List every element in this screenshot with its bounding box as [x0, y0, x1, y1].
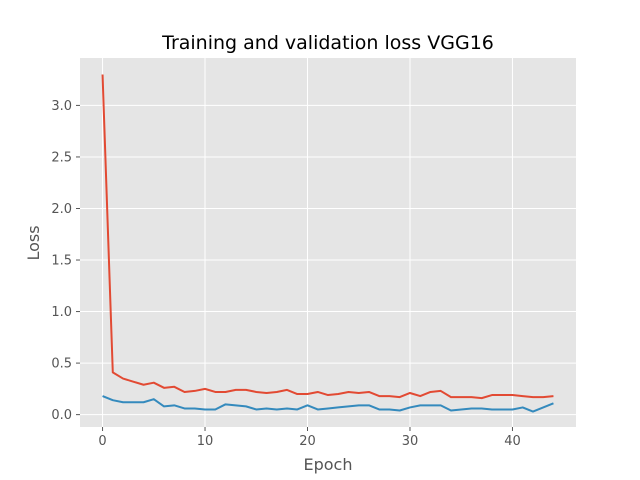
series-line-blue: [102, 395, 554, 413]
ticks: 0 10 20 30 40 0.0 0.5 1.0 1.5 2.0 2.5 3.0: [51, 99, 520, 449]
x-tick-label: 30: [402, 434, 419, 449]
plot-background: [80, 58, 576, 427]
y-tick-label: 0.0: [51, 408, 72, 423]
x-tick-label: 0: [98, 434, 106, 449]
y-tick-label: 1.5: [51, 254, 72, 269]
x-tick-label: 40: [504, 434, 521, 449]
y-tick-label: 0.5: [51, 357, 72, 372]
y-tick-label: 1.0: [51, 305, 72, 320]
y-tick-label: 2.5: [51, 150, 72, 165]
x-tick-label: 20: [299, 434, 316, 449]
chart-title: Training and validation loss VGG16: [161, 32, 494, 54]
y-tick-label: 2.0: [51, 202, 72, 217]
x-tick-label: 10: [197, 434, 214, 449]
series-layer: [101, 74, 554, 413]
series-line-red: [101, 74, 554, 400]
x-axis-label: Epoch: [304, 455, 353, 474]
y-tick-label: 3.0: [51, 99, 72, 114]
grid: [80, 58, 576, 427]
y-axis-label: Loss: [24, 225, 43, 260]
